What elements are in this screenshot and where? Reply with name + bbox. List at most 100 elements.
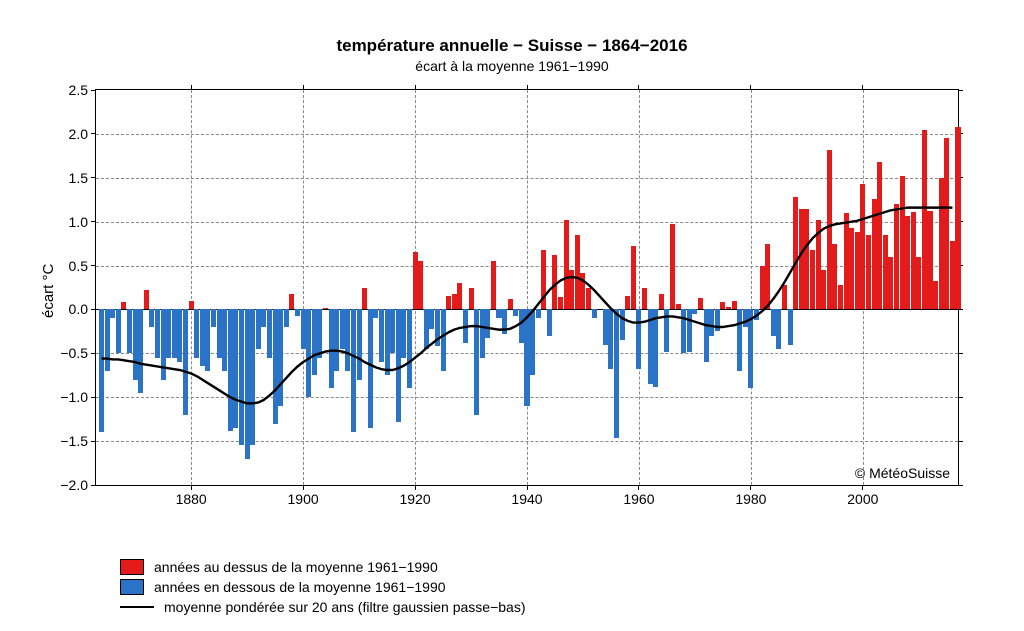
- bar: [720, 302, 725, 309]
- legend: années au dessus de la moyenne 1961−1990…: [120, 557, 526, 617]
- bar: [239, 309, 244, 445]
- x-tick-label: 1980: [735, 491, 766, 507]
- bar: [530, 309, 535, 375]
- legend-label: années en dessous de la moyenne 1961−199…: [154, 577, 446, 597]
- bar: [715, 309, 720, 331]
- bar: [608, 309, 613, 369]
- bar: [127, 309, 132, 353]
- bar: [278, 309, 283, 406]
- x-tick-label: 2000: [847, 491, 878, 507]
- bar: [172, 309, 177, 357]
- bar: [334, 309, 339, 370]
- bar: [362, 288, 367, 310]
- y-axis-label: écart °C: [40, 264, 57, 318]
- bar: [776, 309, 781, 349]
- bar: [636, 309, 641, 369]
- bar: [681, 309, 686, 353]
- bar: [189, 301, 194, 310]
- tick-mark: [958, 397, 963, 398]
- bar: [105, 309, 110, 370]
- bar: [183, 309, 188, 414]
- bar: [687, 309, 692, 351]
- bar: [250, 309, 255, 445]
- bar: [748, 309, 753, 388]
- legend-line: [120, 606, 154, 608]
- bar: [205, 309, 210, 370]
- y-tick-label: −1.5: [60, 433, 88, 449]
- bar: [894, 204, 899, 309]
- gridline-v: [303, 90, 304, 485]
- bar: [519, 309, 524, 342]
- bar: [396, 309, 401, 421]
- tick-mark: [750, 485, 751, 490]
- bar: [351, 309, 356, 432]
- bar: [267, 309, 272, 357]
- bar: [452, 294, 457, 310]
- bar: [401, 309, 406, 357]
- x-tick-label: 1960: [623, 491, 654, 507]
- bar: [121, 302, 126, 309]
- bar: [603, 309, 608, 344]
- legend-label: années au dessus de la moyenne 1961−1990: [154, 557, 438, 577]
- x-tick-label: 1940: [511, 491, 542, 507]
- bar: [838, 285, 843, 310]
- credit-text: © MétéoSuisse: [855, 465, 950, 481]
- tick-mark: [91, 133, 96, 134]
- y-tick-label: 1.0: [69, 214, 88, 230]
- bar: [446, 296, 451, 309]
- legend-swatch: [120, 559, 144, 575]
- tick-mark: [303, 85, 304, 90]
- bar: [424, 309, 429, 349]
- bar: [704, 309, 709, 362]
- bar: [586, 288, 591, 310]
- bar: [138, 309, 143, 392]
- bar: [407, 309, 412, 388]
- bar: [648, 309, 653, 384]
- chart-title: température annuelle − Suisse − 1864−201…: [0, 36, 1024, 56]
- bar: [149, 309, 154, 327]
- legend-item: années au dessus de la moyenne 1961−1990: [120, 557, 526, 577]
- bar: [905, 216, 910, 309]
- bar: [166, 309, 171, 357]
- bar: [502, 309, 507, 334]
- tick-mark: [91, 90, 96, 91]
- legend-swatch: [120, 579, 144, 595]
- bar: [110, 309, 115, 318]
- tick-mark: [527, 85, 528, 90]
- bar: [692, 309, 697, 313]
- bar: [133, 309, 138, 379]
- bar: [760, 266, 765, 310]
- bar: [676, 304, 681, 309]
- bar: [564, 220, 569, 310]
- bar: [340, 309, 345, 349]
- tick-mark: [750, 85, 751, 90]
- tick-mark: [91, 177, 96, 178]
- y-tick-label: −1.0: [60, 389, 88, 405]
- bar: [513, 309, 518, 316]
- tick-mark: [91, 265, 96, 266]
- chart-container: température annuelle − Suisse − 1864−201…: [0, 0, 1024, 631]
- bar: [575, 235, 580, 310]
- gridline-v: [639, 90, 640, 485]
- bar: [491, 261, 496, 309]
- bar: [200, 309, 205, 366]
- bar: [312, 309, 317, 375]
- bar: [496, 309, 501, 318]
- bar: [849, 228, 854, 310]
- bar: [782, 285, 787, 310]
- bar: [301, 309, 306, 349]
- bar: [317, 309, 322, 357]
- gridline-v: [527, 90, 528, 485]
- bar: [368, 309, 373, 428]
- bar: [457, 283, 462, 309]
- bar: [474, 309, 479, 414]
- bar: [429, 309, 434, 328]
- bar: [547, 309, 552, 335]
- bar: [261, 309, 266, 327]
- tick-mark: [91, 397, 96, 398]
- bar: [732, 301, 737, 310]
- tick-mark: [862, 85, 863, 90]
- bar: [877, 162, 882, 309]
- bar: [670, 224, 675, 309]
- bar: [245, 309, 250, 458]
